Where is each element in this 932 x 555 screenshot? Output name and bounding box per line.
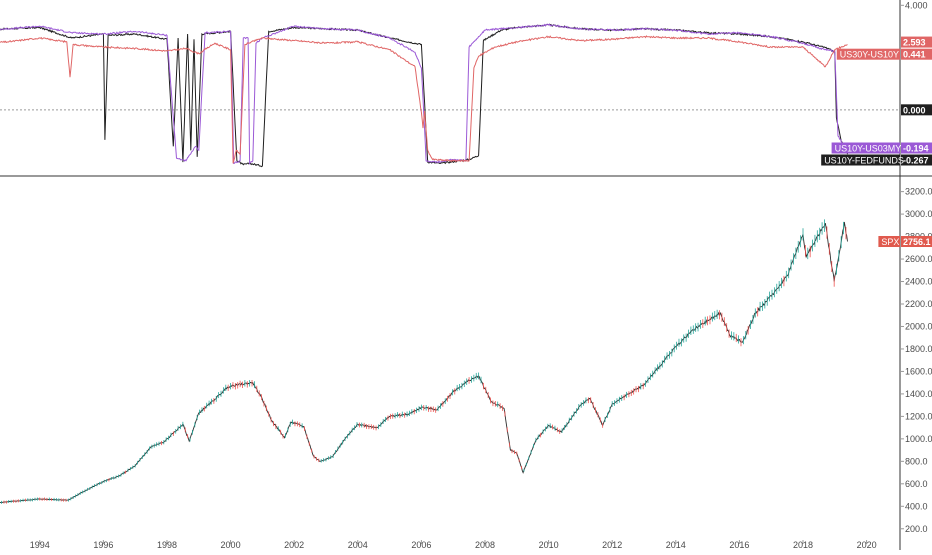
axis-tick-label: 2200.0 bbox=[905, 299, 932, 309]
series-line-us10y-us03my[interactable] bbox=[0, 23, 847, 165]
value-tag-label: 2756.1 bbox=[903, 237, 931, 247]
series-name-tag-label: US10Y-FEDFUNDS bbox=[824, 156, 904, 166]
axis-tick-label: 400.0 bbox=[905, 501, 928, 511]
time-tick-label: 2000 bbox=[221, 540, 241, 550]
axis-tick-label: 2000.0 bbox=[905, 321, 932, 331]
value-tag-label: -0.267 bbox=[903, 156, 929, 166]
axis-tick-label: 4.000 bbox=[905, 0, 928, 10]
series-name-tag-label: US10Y-US03MY bbox=[835, 144, 902, 154]
time-tick-label: 2012 bbox=[602, 540, 622, 550]
value-tag-box bbox=[901, 154, 932, 166]
time-tick-label: 2006 bbox=[411, 540, 431, 550]
axis-tick-label: 2400.0 bbox=[905, 277, 932, 287]
time-tick-label: 2018 bbox=[793, 540, 813, 550]
axis-tick-label: 1000.0 bbox=[905, 434, 932, 444]
spx-price-line[interactable] bbox=[0, 221, 848, 505]
time-tick-label: 2008 bbox=[475, 540, 495, 550]
time-tick-label: 2016 bbox=[729, 540, 749, 550]
spx-price-axis[interactable]: 200.0 400.0 600.0 800.0 1000.0 1200.0 1400.0 16… bbox=[900, 187, 932, 534]
series-name-tag-box bbox=[878, 236, 900, 248]
series-name-tag-box bbox=[836, 48, 900, 60]
time-tick-label: 2014 bbox=[666, 540, 686, 550]
time-tick-label: 2002 bbox=[284, 540, 304, 550]
value-tag-box bbox=[901, 48, 932, 60]
series-name-tag-label: US30Y-US10Y bbox=[840, 50, 899, 60]
spx-panel bbox=[0, 219, 848, 505]
axis-tick-label: 1800.0 bbox=[905, 344, 932, 354]
time-tick-label: 2010 bbox=[539, 540, 559, 550]
time-tick-label: 1994 bbox=[30, 540, 50, 550]
axis-tick-label: 200.0 bbox=[905, 524, 928, 534]
time-axis[interactable]: 1994 1996 1998 2000 2002 2004 2006 2008 2010 2012… bbox=[30, 540, 877, 550]
series-name-tag-label: SPX bbox=[881, 237, 899, 247]
axis-tick-label: 600.0 bbox=[905, 479, 928, 489]
value-tag-label: -0.194 bbox=[903, 144, 929, 154]
value-tag-box bbox=[901, 142, 932, 154]
axis-tick-label: 1200.0 bbox=[905, 411, 932, 421]
value-tag-box bbox=[901, 236, 932, 248]
series-name-tag-box bbox=[821, 154, 900, 166]
time-tick-label: 1998 bbox=[157, 540, 177, 550]
axis-tick-label: 800.0 bbox=[905, 456, 928, 466]
value-tag-label: 2.593 bbox=[903, 38, 926, 48]
series-name-tag-box bbox=[831, 142, 900, 154]
axis-tick-label: 1600.0 bbox=[905, 366, 932, 376]
series-line-us30y-us10y[interactable] bbox=[0, 35, 848, 164]
axis-tick-label: 1400.0 bbox=[905, 389, 932, 399]
axis-tick-label: 3000.0 bbox=[905, 209, 932, 219]
spread-panel bbox=[0, 23, 900, 168]
axis-tick-label: 3200.0 bbox=[905, 187, 932, 197]
axis-tick-label: 2600.0 bbox=[905, 254, 932, 264]
value-tag-box bbox=[901, 104, 932, 116]
value-tag-box bbox=[901, 36, 932, 48]
value-tag-label: 0.441 bbox=[903, 50, 926, 60]
time-tick-label: 2020 bbox=[857, 540, 877, 550]
value-tag-label: 0.000 bbox=[903, 105, 926, 115]
value-tags: 2.593 0.000 0.441 US30Y-US10Y -0.194US10Y-US… bbox=[821, 36, 932, 248]
time-tick-label: 1996 bbox=[93, 540, 113, 550]
time-tick-label: 2004 bbox=[348, 540, 368, 550]
